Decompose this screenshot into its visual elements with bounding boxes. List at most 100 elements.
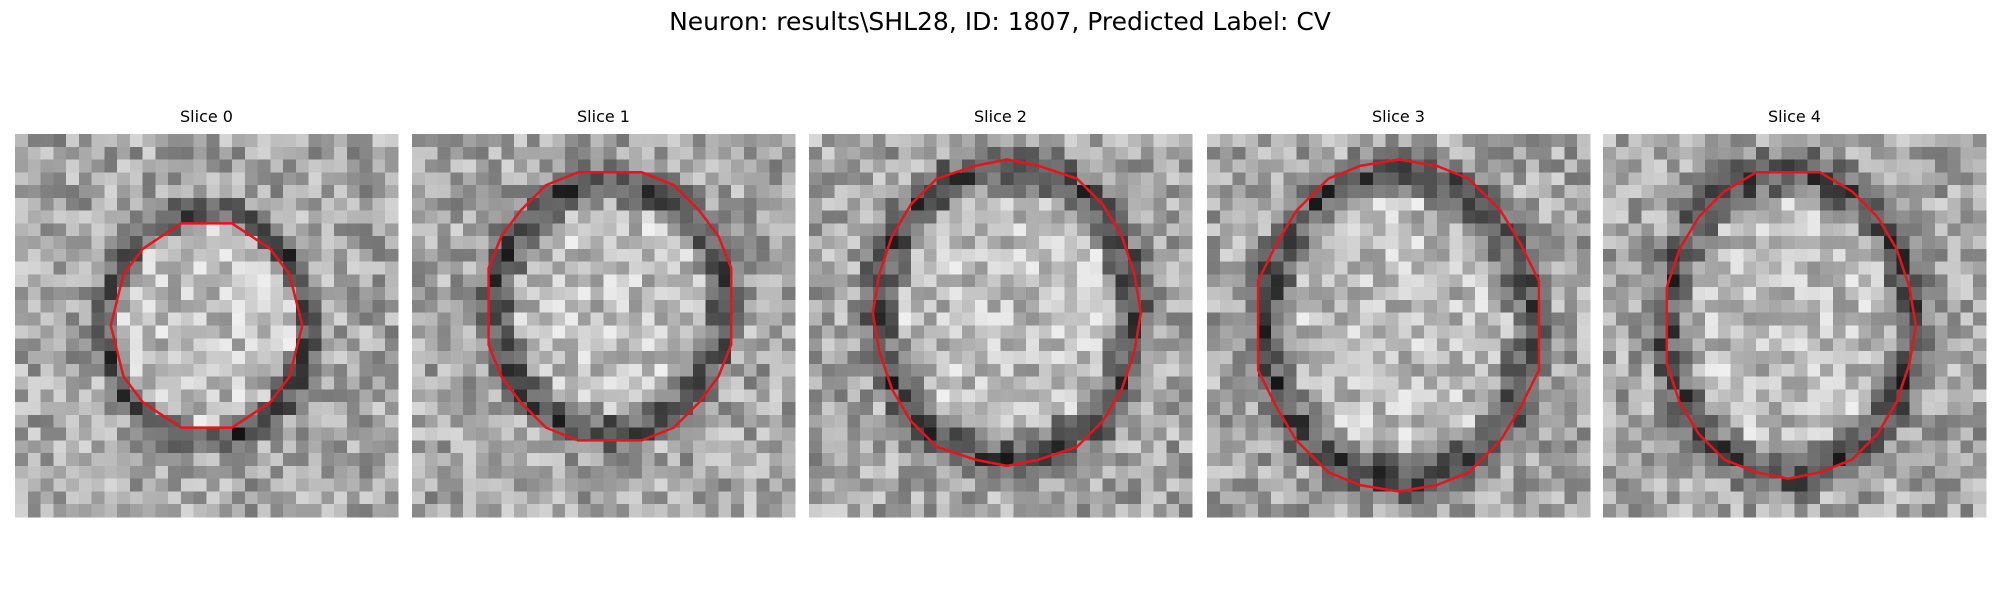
- pixel: [27, 248, 42, 263]
- pixel: [27, 274, 42, 288]
- pixel: [1089, 351, 1104, 365]
- pixel: [334, 223, 348, 237]
- pixel: [334, 325, 348, 339]
- pixel: [654, 338, 668, 352]
- pixel: [359, 172, 373, 186]
- pixel: [1756, 146, 1770, 161]
- pixel: [1756, 427, 1770, 441]
- pixel: [1654, 185, 1668, 199]
- pixel: [219, 478, 233, 492]
- pixel: [974, 299, 989, 314]
- pixel: [359, 453, 373, 467]
- pixel: [1232, 261, 1246, 275]
- pixel: [1756, 363, 1770, 378]
- pixel: [104, 236, 118, 250]
- pixel: [270, 299, 284, 314]
- pixel: [911, 453, 925, 467]
- pixel: [1347, 402, 1361, 416]
- pixel: [1360, 236, 1374, 250]
- pixel: [1232, 478, 1246, 492]
- pixel: [834, 325, 848, 339]
- pixel: [1564, 504, 1578, 518]
- pixel: [885, 402, 899, 416]
- pixel: [359, 363, 373, 378]
- pixel: [756, 376, 770, 390]
- pixel: [756, 172, 770, 186]
- pixel: [1641, 465, 1655, 480]
- pixel: [412, 274, 426, 288]
- pixel: [834, 274, 848, 288]
- pixel: [295, 363, 310, 378]
- pixel: [923, 402, 938, 416]
- pixel: [321, 299, 335, 314]
- pixel: [1666, 299, 1681, 314]
- pixel: [769, 159, 783, 173]
- pixel: [1232, 427, 1246, 441]
- pixel: [91, 172, 105, 186]
- pixel: [565, 491, 579, 505]
- pixel: [385, 274, 399, 288]
- pixel: [962, 351, 976, 365]
- pixel: [1051, 351, 1065, 365]
- pixel: [1411, 185, 1425, 199]
- pixel: [155, 427, 169, 441]
- pixel: [1334, 312, 1348, 326]
- pixel: [1232, 223, 1246, 237]
- pixel: [1794, 223, 1808, 237]
- pixel: [1705, 376, 1719, 390]
- pixel: [437, 338, 451, 352]
- pixel: [488, 338, 502, 352]
- pixel: [155, 363, 169, 378]
- pixel: [1909, 274, 1923, 288]
- pixel: [1615, 402, 1630, 416]
- pixel: [1934, 402, 1949, 416]
- pixel: [667, 465, 681, 480]
- pixel: [898, 287, 912, 301]
- pixel: [1296, 478, 1310, 492]
- pixel: [1296, 159, 1310, 173]
- pixel: [180, 159, 195, 173]
- pixel: [1820, 491, 1834, 505]
- pixel: [1013, 197, 1027, 212]
- pixel: [1089, 491, 1104, 505]
- pixel: [40, 363, 54, 378]
- pixel: [514, 312, 528, 326]
- pixel: [629, 299, 643, 314]
- pixel: [283, 172, 297, 186]
- pixel: [412, 185, 426, 199]
- pixel: [756, 491, 770, 505]
- pixel: [1960, 299, 1974, 314]
- pixel: [1526, 185, 1540, 199]
- pixel: [911, 159, 925, 173]
- pixel: [372, 427, 386, 441]
- pixel: [1089, 274, 1104, 288]
- pixel: [1153, 338, 1167, 352]
- pixel: [1973, 312, 1987, 326]
- pixel: [1564, 210, 1578, 224]
- pixel: [1398, 134, 1412, 148]
- pixel: [308, 478, 322, 492]
- pixel: [1360, 338, 1374, 352]
- pixel: [372, 325, 386, 339]
- pixel: [1628, 223, 1642, 237]
- pixel: [1603, 146, 1617, 161]
- pixel: [334, 376, 348, 390]
- pixel: [756, 146, 770, 161]
- pixel: [1922, 197, 1936, 212]
- pixel: [321, 465, 335, 480]
- pixel: [577, 453, 592, 467]
- pixel: [603, 299, 617, 314]
- pixel: [27, 338, 42, 352]
- pixel: [15, 248, 29, 263]
- pixel: [1026, 172, 1040, 186]
- pixel: [616, 261, 630, 275]
- pixel: [1115, 504, 1129, 518]
- pixel: [1794, 197, 1808, 212]
- pixel: [834, 210, 848, 224]
- pixel: [53, 299, 67, 314]
- pixel: [1360, 223, 1374, 237]
- pixel: [1807, 299, 1821, 314]
- pixel: [66, 440, 80, 454]
- pixel: [898, 427, 912, 441]
- pixel: [1909, 376, 1923, 390]
